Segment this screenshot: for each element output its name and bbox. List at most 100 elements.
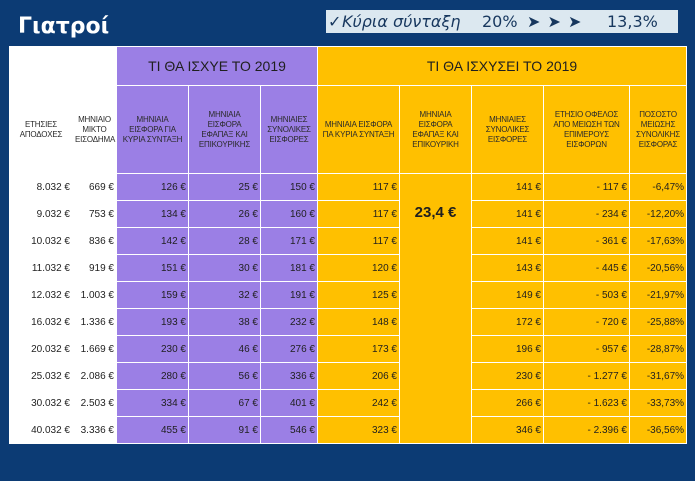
- old-rate: 20%: [482, 12, 518, 31]
- table-row: 9.032 € 753 € 134 € 26 € 160 € 117 € 141…: [9, 200, 688, 228]
- monthly-income-cell: 2.086 €: [72, 362, 117, 390]
- monthly-income-cell: 1.003 €: [72, 281, 117, 309]
- annual-income-cell: 20.032 €: [9, 335, 73, 363]
- new-total-cell: 172 €: [471, 308, 544, 336]
- annual-benefit-cell: - 117 €: [543, 173, 630, 201]
- old-main-cell: 193 €: [116, 308, 189, 336]
- old-main-cell: 230 €: [116, 335, 189, 363]
- table-row: 8.032 € 669 € 126 € 25 € 150 € 117 € 23,…: [9, 173, 688, 444]
- table-row: 20.032 € 1.669 € 230 € 46 € 276 € 173 € …: [9, 335, 688, 363]
- old-main-contribution-header: ΜΗΝΙΑΙΑ ΕΙΣΦΟΡΑ ΓΙΑ ΚΥΡΙΑ ΣΥΝΤΑΞΗ: [116, 85, 189, 174]
- table-row: 30.032 € 2.503 € 334 € 67 € 401 € 242 € …: [9, 389, 688, 417]
- old-main-cell: 159 €: [116, 281, 189, 309]
- reduction-percent-cell: -12,20%: [628, 200, 688, 228]
- annual-benefit-cell: - 361 €: [543, 227, 630, 255]
- new-main-cell: 206 €: [317, 362, 400, 390]
- reduction-percent-cell: -28,87%: [628, 335, 688, 363]
- new-main-cell: 120 €: [317, 254, 400, 282]
- new-total-cell: 141 €: [471, 200, 544, 228]
- new-total-cell: 141 €: [471, 227, 544, 255]
- old-main-cell: 151 €: [116, 254, 189, 282]
- blank-header-cell: [9, 46, 117, 86]
- table-row: 16.032 € 1.336 € 193 € 38 € 232 € 148 € …: [9, 308, 688, 336]
- reduction-percent-cell: -33,73%: [628, 389, 688, 417]
- annual-benefit-header: ΕΤΗΣΙΟ ΟΦΕΛΟΣ ΑΠΟ ΜΕΙΩΣΗ ΤΩΝ ΕΠΙΜΕΡΟΥΣ Ε…: [543, 85, 630, 174]
- old-total-cell: 276 €: [260, 335, 318, 363]
- table-row: 12.032 € 1.003 € 159 € 32 € 191 € 125 € …: [9, 281, 688, 309]
- new-main-cell: 148 €: [317, 308, 400, 336]
- new-main-cell: 117 €: [317, 227, 400, 255]
- old-lump-cell: 26 €: [188, 200, 261, 228]
- table-row: 10.032 € 836 € 142 € 28 € 171 € 117 € 14…: [9, 227, 688, 255]
- old-lump-cell: 30 €: [188, 254, 261, 282]
- old-lump-cell: 28 €: [188, 227, 261, 255]
- old-lump-cell: 46 €: [188, 335, 261, 363]
- new-main-cell: 125 €: [317, 281, 400, 309]
- new-main-cell: 242 €: [317, 389, 400, 417]
- annual-income-cell: 11.032 €: [9, 254, 73, 282]
- table-row: 40.032 € 3.336 € 455 € 91 € 546 € 323 € …: [9, 416, 688, 444]
- annual-income-cell: 30.032 €: [9, 389, 73, 417]
- annual-income-cell: 12.032 €: [9, 281, 73, 309]
- new-total-cell: 230 €: [471, 362, 544, 390]
- annual-benefit-cell: - 1.623 €: [543, 389, 630, 417]
- annual-benefit-cell: - 957 €: [543, 335, 630, 363]
- old-total-contribution-header: ΜΗΝΙΑΙΕΣ ΣΥΝΟΛΙΚΕΣ ΕΙΣΦΟΡΕΣ: [260, 85, 318, 174]
- annual-benefit-cell: - 720 €: [543, 308, 630, 336]
- rate-label: Κύρια σύνταξη: [342, 12, 461, 31]
- reduction-percent-cell: -17,63%: [628, 227, 688, 255]
- old-total-cell: 401 €: [260, 389, 318, 417]
- reduction-percent-cell: -36,56%: [628, 416, 688, 444]
- old-lump-cell: 25 €: [188, 173, 261, 201]
- old-main-cell: 280 €: [116, 362, 189, 390]
- monthly-income-cell: 919 €: [72, 254, 117, 282]
- monthly-income-cell: 669 €: [72, 173, 117, 201]
- old-lump-cell: 32 €: [188, 281, 261, 309]
- new-main-cell: 173 €: [317, 335, 400, 363]
- annual-income-cell: 40.032 €: [9, 416, 73, 444]
- new-main-contribution-header: ΜΗΝΙΑΙΑ ΕΙΣΦΟΡΑ ΠΑ ΚΥΡΙΑ ΣΥΝΤΑΞΗ: [317, 85, 400, 174]
- reduction-percent-cell: -6,47%: [628, 173, 688, 201]
- new-total-cell: 143 €: [471, 254, 544, 282]
- reduction-percent-cell: -21,97%: [628, 281, 688, 309]
- annual-benefit-cell: - 1.277 €: [543, 362, 630, 390]
- monthly-income-cell: 753 €: [72, 200, 117, 228]
- table-row: 11.032 € 919 € 151 € 30 € 181 € 120 € 14…: [9, 254, 688, 282]
- old-total-cell: 546 €: [260, 416, 318, 444]
- old-main-cell: 134 €: [116, 200, 189, 228]
- monthly-income-cell: 3.336 €: [72, 416, 117, 444]
- new-total-cell: 346 €: [471, 416, 544, 444]
- old-total-cell: 160 €: [260, 200, 318, 228]
- table-row: 25.032 € 2.086 € 280 € 56 € 336 € 206 € …: [9, 362, 688, 390]
- old-total-cell: 171 €: [260, 227, 318, 255]
- old-total-cell: 336 €: [260, 362, 318, 390]
- old-2019-group-header: ΤΙ ΘΑ ΙΣΧΥΕ ΤΟ 2019: [116, 46, 318, 86]
- contributions-table: ΤΙ ΘΑ ΙΣΧΥΕ ΤΟ 2019 ΤΙ ΘΑ ΙΣΧΥΣΕΙ ΤΟ 201…: [9, 46, 688, 444]
- annual-income-cell: 25.032 €: [9, 362, 73, 390]
- new-total-cell: 149 €: [471, 281, 544, 309]
- old-lump-cell: 91 €: [188, 416, 261, 444]
- annual-benefit-cell: - 503 €: [543, 281, 630, 309]
- monthly-income-cell: 2.503 €: [72, 389, 117, 417]
- annual-benefit-cell: - 234 €: [543, 200, 630, 228]
- old-main-cell: 455 €: [116, 416, 189, 444]
- new-main-cell: 117 €: [317, 173, 400, 201]
- main-pension-rate-box: ✓Κύρια σύνταξη 20% ➤ ➤ ➤ 13,3%: [326, 10, 678, 33]
- old-total-cell: 181 €: [260, 254, 318, 282]
- annual-income-cell: 10.032 €: [9, 227, 73, 255]
- annual-benefit-cell: - 2.396 €: [543, 416, 630, 444]
- annual-income-cell: 16.032 €: [9, 308, 73, 336]
- new-total-cell: 196 €: [471, 335, 544, 363]
- monthly-income-cell: 836 €: [72, 227, 117, 255]
- new-main-cell: 323 €: [317, 416, 400, 444]
- annual-income-cell: 8.032 €: [9, 173, 73, 201]
- arrows-icon: ➤ ➤ ➤: [527, 12, 583, 31]
- new-lump-sum-merged-cell: 23,4 €: [399, 173, 472, 444]
- monthly-income-cell: 1.336 €: [72, 308, 117, 336]
- check-icon: ✓: [328, 12, 342, 31]
- old-lump-cell: 38 €: [188, 308, 261, 336]
- reduction-percent-cell: -25,88%: [628, 308, 688, 336]
- monthly-income-header: ΜΗΝΙΑΙΟ ΜΙΚΤΟ ΕΙΣΟΔΗΜΑ: [72, 85, 117, 174]
- old-lump-sum-contribution-header: ΜΗΝΙΑΙΑ ΕΙΣΦΟΡΑ ΕΦΑΠΑΞ ΚΑΙ ΕΠΙΚΟΥΡΙΚΗΣ: [188, 85, 261, 174]
- old-lump-cell: 67 €: [188, 389, 261, 417]
